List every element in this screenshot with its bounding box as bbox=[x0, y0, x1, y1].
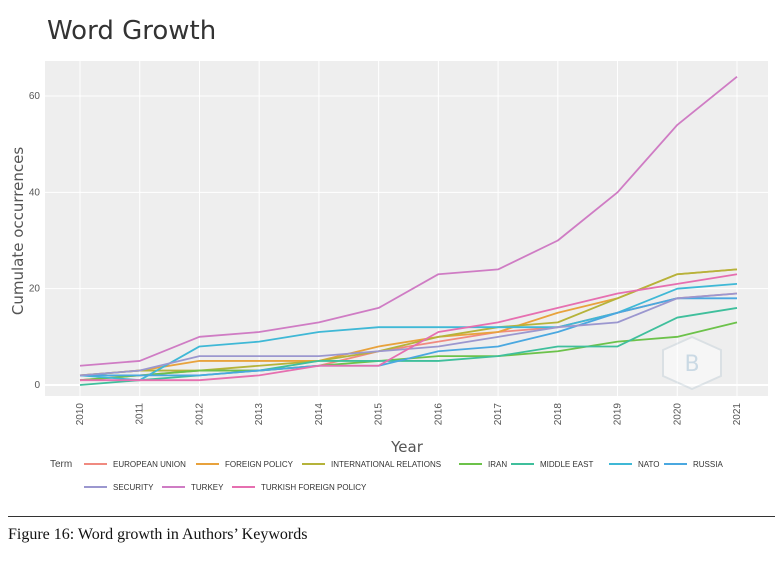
x-axis-ticks: 2010 2011 2012 2013 2014 2015 2016 2017 2018 2019… bbox=[75, 403, 743, 426]
legend-label: EUROPEAN UNION bbox=[113, 460, 186, 469]
legend-label: TURKEY bbox=[191, 483, 224, 492]
x-tick-label: 2018 bbox=[553, 403, 564, 426]
x-tick-label: 2014 bbox=[314, 403, 325, 426]
x-tick-label: 2015 bbox=[374, 403, 385, 426]
x-tick-label: 2017 bbox=[493, 403, 504, 426]
x-tick-label: 2020 bbox=[672, 403, 683, 426]
y-axis-title: Cumulate occurrences bbox=[9, 147, 27, 315]
word-growth-chart: Word Growth 0 20 40 60 2010 2011 2012 2013 2014… bbox=[9, 16, 768, 492]
series-line bbox=[80, 297, 737, 377]
x-tick-label: 2013 bbox=[254, 403, 265, 426]
series-lines bbox=[79, 76, 738, 386]
y-tick-label: 40 bbox=[29, 187, 41, 198]
x-tick-label: 2010 bbox=[75, 403, 86, 426]
caption-divider bbox=[8, 516, 775, 517]
y-tick-label: 20 bbox=[29, 284, 41, 295]
x-tick-label: 2019 bbox=[613, 403, 624, 426]
watermark-logo: B bbox=[662, 335, 722, 391]
legend-label: NATO bbox=[638, 460, 659, 469]
legend-label: MIDDLE EAST bbox=[540, 460, 593, 469]
x-tick-label: 2011 bbox=[135, 403, 146, 425]
y-axis-ticks: 0 20 40 60 bbox=[29, 91, 41, 391]
x-axis-title: Year bbox=[390, 438, 424, 456]
svg-text:B: B bbox=[684, 352, 699, 377]
legend-label: IRAN bbox=[488, 460, 507, 469]
legend-title: Term bbox=[50, 459, 72, 470]
series-line bbox=[79, 282, 738, 382]
x-tick-label: 2021 bbox=[732, 403, 743, 426]
legend-label: INTERNATIONAL RELATIONS bbox=[331, 460, 441, 469]
x-tick-label: 2012 bbox=[194, 403, 205, 426]
legend: EUROPEAN UNION FOREIGN POLICY INTERNATIONA… bbox=[84, 460, 723, 492]
legend-label: FOREIGN POLICY bbox=[225, 460, 294, 469]
series-line bbox=[79, 76, 738, 367]
plot-area bbox=[45, 61, 768, 396]
chart-title: Word Growth bbox=[47, 16, 216, 46]
legend-label: TURKISH FOREIGN POLICY bbox=[261, 483, 367, 492]
y-tick-label: 60 bbox=[29, 91, 41, 102]
gridlines bbox=[45, 61, 768, 396]
legend-label: RUSSIA bbox=[693, 460, 723, 469]
figure-caption: Figure 16: Word growth in Authors’ Keywo… bbox=[8, 526, 308, 543]
y-tick-label: 0 bbox=[34, 380, 40, 391]
legend-label: SECURITY bbox=[113, 483, 154, 492]
series-line bbox=[80, 273, 738, 382]
x-tick-label: 2016 bbox=[433, 403, 444, 426]
